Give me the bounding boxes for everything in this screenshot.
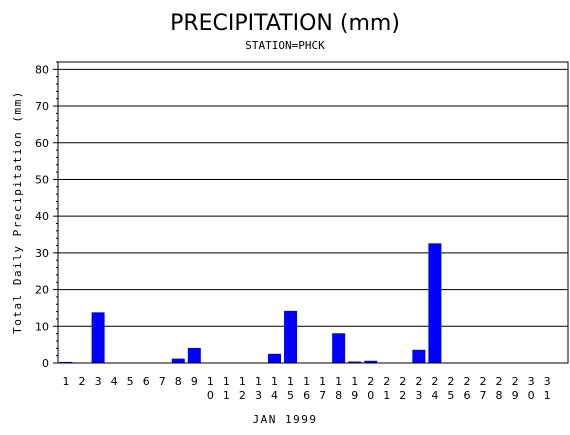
bar bbox=[428, 243, 442, 363]
y-tick-label: 80 bbox=[35, 63, 49, 76]
plot-frame bbox=[57, 61, 569, 364]
x-tick-label: 4 bbox=[111, 375, 118, 388]
chart-title: PRECIPITATION (mm) bbox=[170, 11, 400, 36]
y-tick-label: 70 bbox=[35, 100, 49, 113]
bar bbox=[91, 312, 105, 363]
x-tick-label: 2 bbox=[79, 375, 86, 388]
y-tick-label: 40 bbox=[35, 210, 49, 223]
y-axis-ticks: 0 10 20 30 40 50 60 70 80 bbox=[35, 61, 58, 370]
bars bbox=[59, 243, 442, 363]
x-tick-label: 3 bbox=[95, 375, 102, 388]
grid-lines bbox=[58, 68, 568, 327]
bar bbox=[364, 360, 378, 363]
bar bbox=[59, 361, 73, 363]
x-tick-label: 7 bbox=[159, 375, 166, 388]
x-tick-label: 9 bbox=[191, 375, 198, 388]
x-axis-label: JAN 1999 bbox=[253, 413, 318, 426]
x-tick-label: 1 bbox=[63, 375, 70, 388]
x-axis-ticks: 1 2 3 4 5 6 7 8 9 1 01 11 21 31 41 51 61 71 81 92 02 12 22 32 42… bbox=[63, 375, 551, 402]
x-tick-label: 6 bbox=[143, 375, 150, 388]
bar bbox=[187, 347, 201, 363]
y-tick-label: 20 bbox=[35, 284, 49, 297]
y-tick-label: 30 bbox=[35, 247, 49, 260]
y-axis-label: Total Daily Precipitation (mm) bbox=[11, 90, 24, 334]
bar bbox=[348, 361, 362, 363]
y-tick-label: 10 bbox=[35, 320, 49, 333]
x-tick-label: 5 bbox=[127, 375, 134, 388]
bar bbox=[412, 349, 426, 363]
bar bbox=[284, 310, 298, 363]
x-tick-label: 8 bbox=[175, 375, 182, 388]
y-tick-label: 60 bbox=[35, 137, 49, 150]
chart-subtitle: STATION=PHCK bbox=[245, 39, 325, 52]
bar bbox=[332, 333, 346, 363]
bar bbox=[171, 358, 185, 363]
bar bbox=[268, 353, 282, 363]
y-tick-label: 0 bbox=[42, 357, 49, 370]
y-tick-label: 50 bbox=[35, 173, 49, 186]
